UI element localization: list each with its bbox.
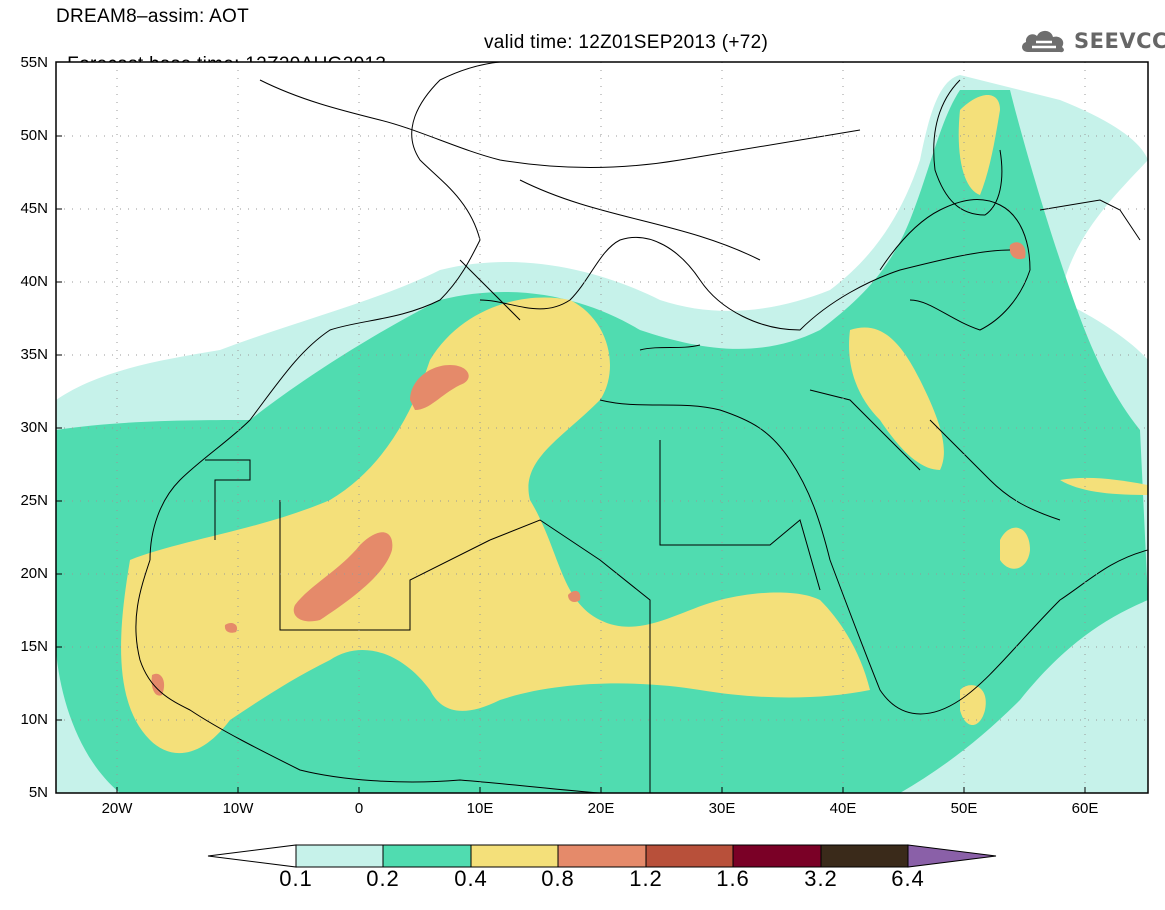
- lat-label: 40N: [20, 273, 48, 290]
- lon-label: 20W: [101, 800, 133, 817]
- colorbar-label: 0.8: [541, 866, 575, 891]
- aot-field: [56, 62, 1148, 793]
- lat-label: 50N: [20, 127, 48, 144]
- lat-label: 5N: [28, 784, 48, 801]
- aot-band-0.8: [224, 622, 238, 633]
- colorbar-label: 0.1: [279, 866, 313, 891]
- aot-band-0.4: [1060, 477, 1148, 495]
- lat-label: 15N: [20, 638, 48, 655]
- lon-label: 20E: [587, 800, 615, 817]
- lat-label: 55N: [20, 54, 48, 71]
- cloud-icon: [1022, 30, 1064, 53]
- colorbar-segment: [732, 844, 822, 868]
- colorbar-label: 1.6: [716, 866, 750, 891]
- axis-ticks: [56, 135, 1086, 793]
- aot-band-0.8: [151, 673, 165, 696]
- lon-label: 10E: [466, 800, 494, 817]
- logo-text: SEEVCCC: [1074, 29, 1165, 53]
- aot-band-0.4: [121, 297, 870, 754]
- lon-label: 0: [354, 800, 364, 817]
- chart-title: DREAM8–assim: AOT: [56, 6, 250, 27]
- seevccc-logo: SEEVCCC: [1018, 24, 1165, 58]
- aot-band-0.8: [1009, 242, 1026, 260]
- colorbar-segment: [820, 844, 909, 868]
- colorbar-label: 0.2: [366, 866, 400, 891]
- lat-label: 20N: [20, 565, 48, 582]
- aot-band-0.8: [410, 365, 469, 410]
- lat-label: 45N: [20, 200, 48, 217]
- lon-label: 30E: [708, 800, 736, 817]
- colorbar-low-arrow: [207, 844, 297, 868]
- colorbar-segment: [557, 844, 647, 868]
- aot-band-0.4: [849, 327, 944, 470]
- aot-band-0.8: [568, 590, 581, 603]
- colorbar-label: 6.4: [891, 866, 925, 891]
- lat-label: 10N: [20, 711, 48, 728]
- lat-label: 30N: [20, 419, 48, 436]
- lon-label: 50E: [950, 800, 978, 817]
- colorbar-segment: [295, 844, 384, 868]
- lat-label: 35N: [20, 346, 48, 363]
- lon-label: 10W: [222, 800, 254, 817]
- colorbar-high-arrow: [907, 844, 997, 868]
- aot-band-0.4: [1000, 527, 1030, 569]
- lon-label: 60E: [1071, 800, 1099, 817]
- colorbar: [207, 844, 997, 868]
- colorbar-segment: [382, 844, 472, 868]
- colorbar-label: 3.2: [804, 866, 838, 891]
- colorbar-label: 1.2: [629, 866, 663, 891]
- colorbar-segment: [470, 844, 559, 868]
- lat-label: 25N: [20, 492, 48, 509]
- colorbar-segment: [645, 844, 734, 868]
- aot-band-0.4: [958, 95, 1000, 195]
- aot-band-0.8: [293, 532, 393, 622]
- clean-air-patch: [1060, 160, 1148, 360]
- colorbar-label: 0.4: [454, 866, 488, 891]
- lon-label: 40E: [829, 800, 857, 817]
- valid-time: valid time: 12Z01SEP2013 (+72): [484, 32, 769, 53]
- coastlines: [135, 62, 1148, 793]
